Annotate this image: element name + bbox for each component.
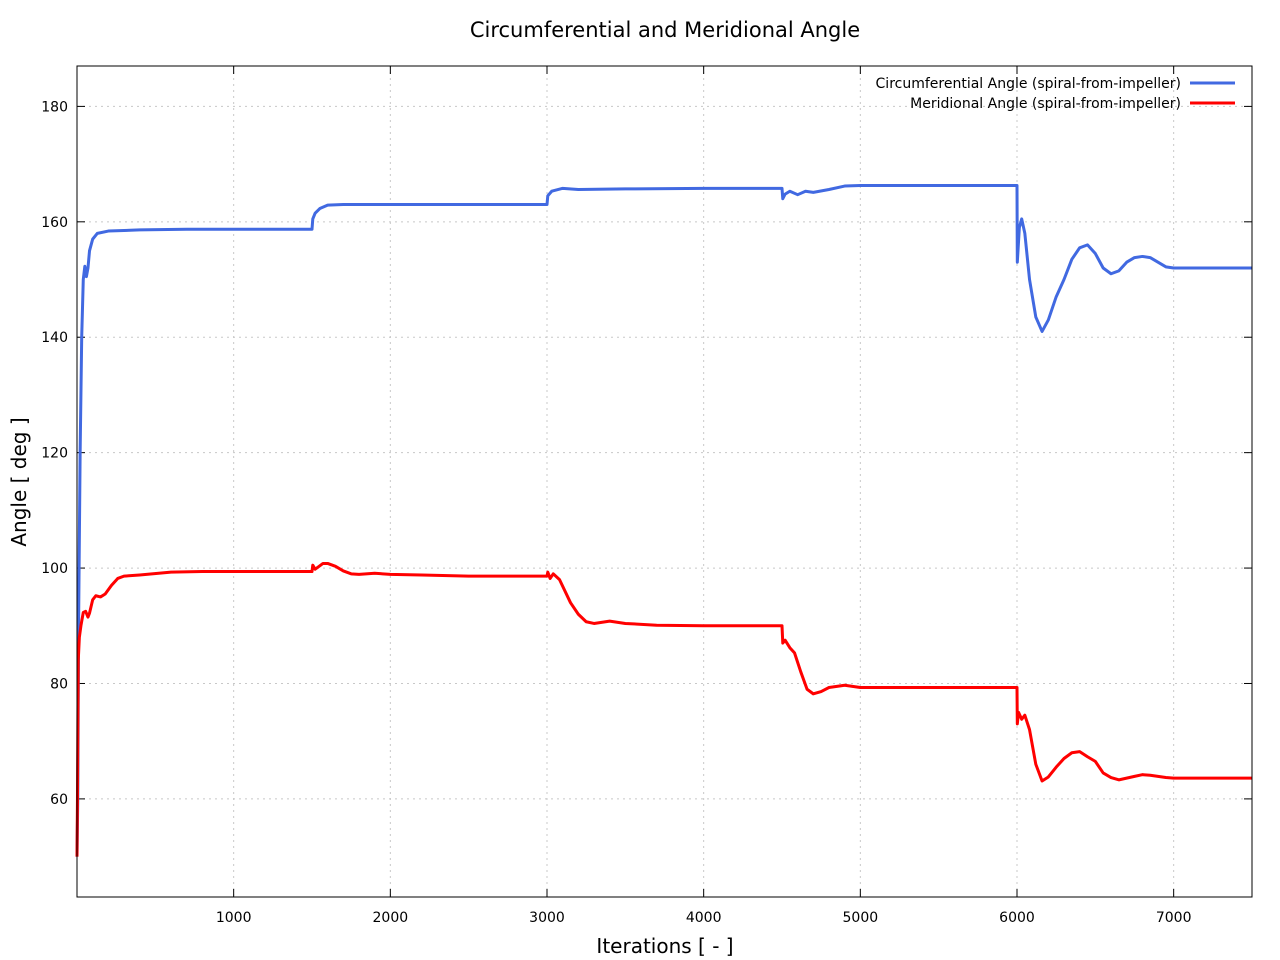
x-tick-label: 1000 [216, 910, 252, 926]
axis-ticks [77, 66, 1252, 897]
grid-lines [77, 66, 1252, 897]
y-tick-label: 60 [50, 792, 68, 808]
x-tick-label: 5000 [843, 910, 879, 926]
y-tick-label: 120 [41, 446, 68, 462]
plot-frame [76, 65, 1253, 898]
x-tick-label: 2000 [373, 910, 409, 926]
circumferential-angle-line [75, 183, 1252, 857]
x-axis-label: Iterations [ - ] [596, 934, 733, 958]
x-tick-label: 3000 [529, 910, 565, 926]
x-tick-label: 4000 [686, 910, 722, 926]
y-axis-label: Angle [ deg ] [7, 417, 31, 546]
y-tick-label: 140 [41, 330, 68, 346]
x-tick-label: 7000 [1156, 910, 1192, 926]
y-tick-label: 100 [41, 561, 68, 577]
y-tick-label: 80 [50, 676, 68, 692]
series-layer [75, 183, 1252, 857]
tick-labels: 1000 2000 3000 4000 5000 6000 7000 60 80 100 120 14… [41, 99, 1191, 926]
meridional-angle-line [75, 561, 1252, 857]
legend-label-circumferential: Circumferential Angle (spiral-from-impel… [876, 76, 1181, 92]
y-tick-label: 180 [41, 99, 68, 115]
x-tick-label: 6000 [999, 910, 1035, 926]
chart-title: Circumferential and Meridional Angle [470, 18, 860, 42]
y-tick-label: 160 [41, 215, 68, 231]
legend-label-meridional: Meridional Angle (spiral-from-impeller) [910, 96, 1181, 112]
legend: Circumferential Angle (spiral-from-impel… [876, 76, 1235, 112]
